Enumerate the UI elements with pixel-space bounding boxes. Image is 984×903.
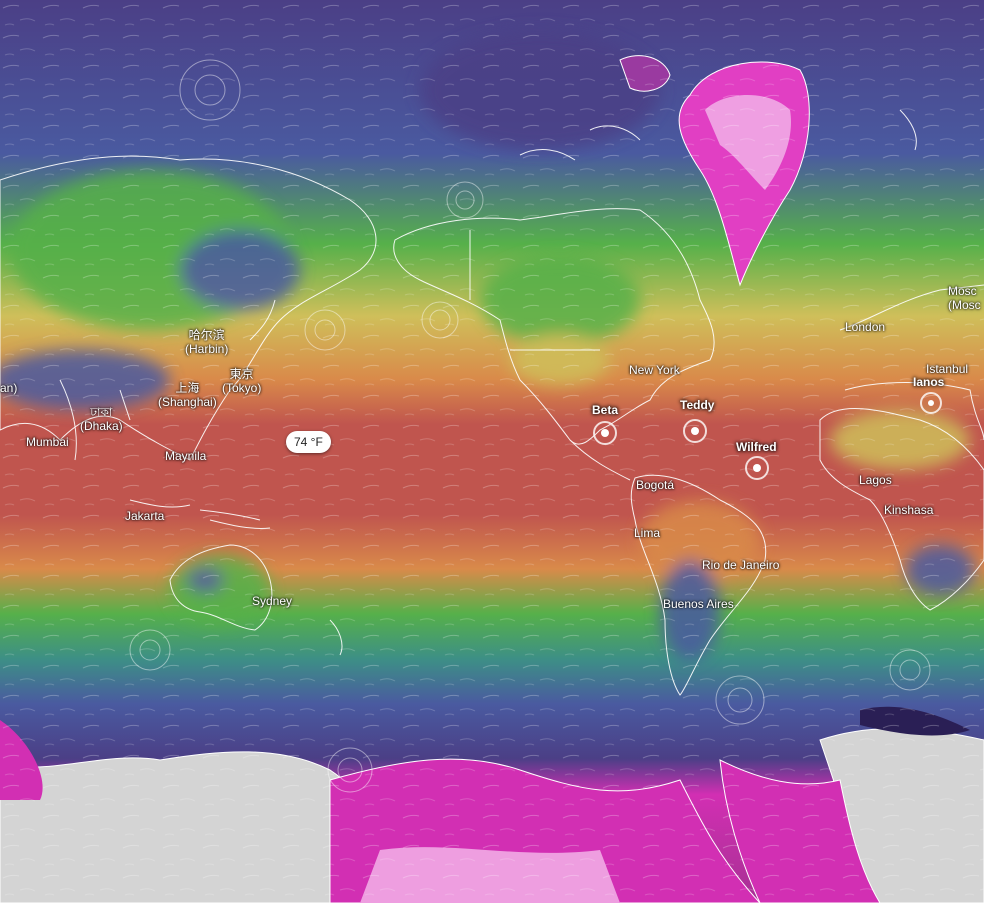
city-label-buenos-aires[interactable]: Buenos Aires [663, 597, 734, 611]
city-label-partial[interactable]: an) [0, 381, 18, 395]
city-label-london[interactable]: London [845, 320, 886, 334]
city-name: 東京 [229, 367, 254, 381]
city-label-jakarta[interactable]: Jakarta [125, 509, 165, 523]
hurricane-icon[interactable] [744, 455, 770, 481]
city-label-mumbai[interactable]: Mumbai [26, 435, 69, 449]
city-name: 上海 [175, 381, 200, 395]
hurricane-icon[interactable] [592, 420, 618, 446]
city-label-new-york[interactable]: New York [629, 363, 680, 377]
city-name: ঢাকা [90, 405, 113, 419]
city-label-lagos[interactable]: Lagos [859, 473, 892, 487]
city-label-lima[interactable]: Lima [634, 526, 661, 540]
city-label-dhaka[interactable]: ঢাকা (Dhaka) [80, 405, 123, 433]
city-alt-name: (Tokyo) [222, 381, 262, 395]
city-label-kinshasa[interactable]: Kinshasa [884, 503, 934, 517]
city-label-manila[interactable]: Maynila [165, 449, 207, 463]
hurricane-icon[interactable] [682, 418, 708, 444]
city-label-sydney[interactable]: Sydney [252, 594, 293, 608]
city-alt-name: (Mosc [948, 298, 981, 312]
city-label-tokyo[interactable]: 東京 (Tokyo) [222, 367, 261, 395]
storm-label-wilfred[interactable]: Wilfred [736, 440, 777, 454]
city-label-shanghai[interactable]: 上海 (Shanghai) [158, 381, 217, 409]
storm-label-teddy[interactable]: Teddy [680, 398, 715, 412]
city-label-moscow[interactable]: Mosc (Mosc [948, 284, 981, 312]
city-name: 哈尔滨 [188, 328, 225, 342]
city-alt-name: (Dhaka) [80, 419, 123, 433]
city-alt-name: (Shanghai) [158, 395, 217, 409]
city-label-rio[interactable]: Rio de Janeiro [702, 558, 780, 572]
city-alt-name: (Harbin) [185, 342, 229, 356]
temperature-readout[interactable]: 74 °F [286, 431, 331, 453]
hurricane-icon[interactable] [918, 390, 944, 416]
storm-label-beta[interactable]: Beta [592, 403, 619, 417]
city-label-bogota[interactable]: Bogotá [636, 478, 675, 492]
city-label-harbin[interactable]: 哈尔滨 (Harbin) [185, 328, 228, 356]
storm-label-ianos[interactable]: Ianos [913, 375, 945, 389]
city-label-istanbul[interactable]: Istanbul [926, 362, 969, 376]
city-name: Mosc [948, 284, 977, 298]
